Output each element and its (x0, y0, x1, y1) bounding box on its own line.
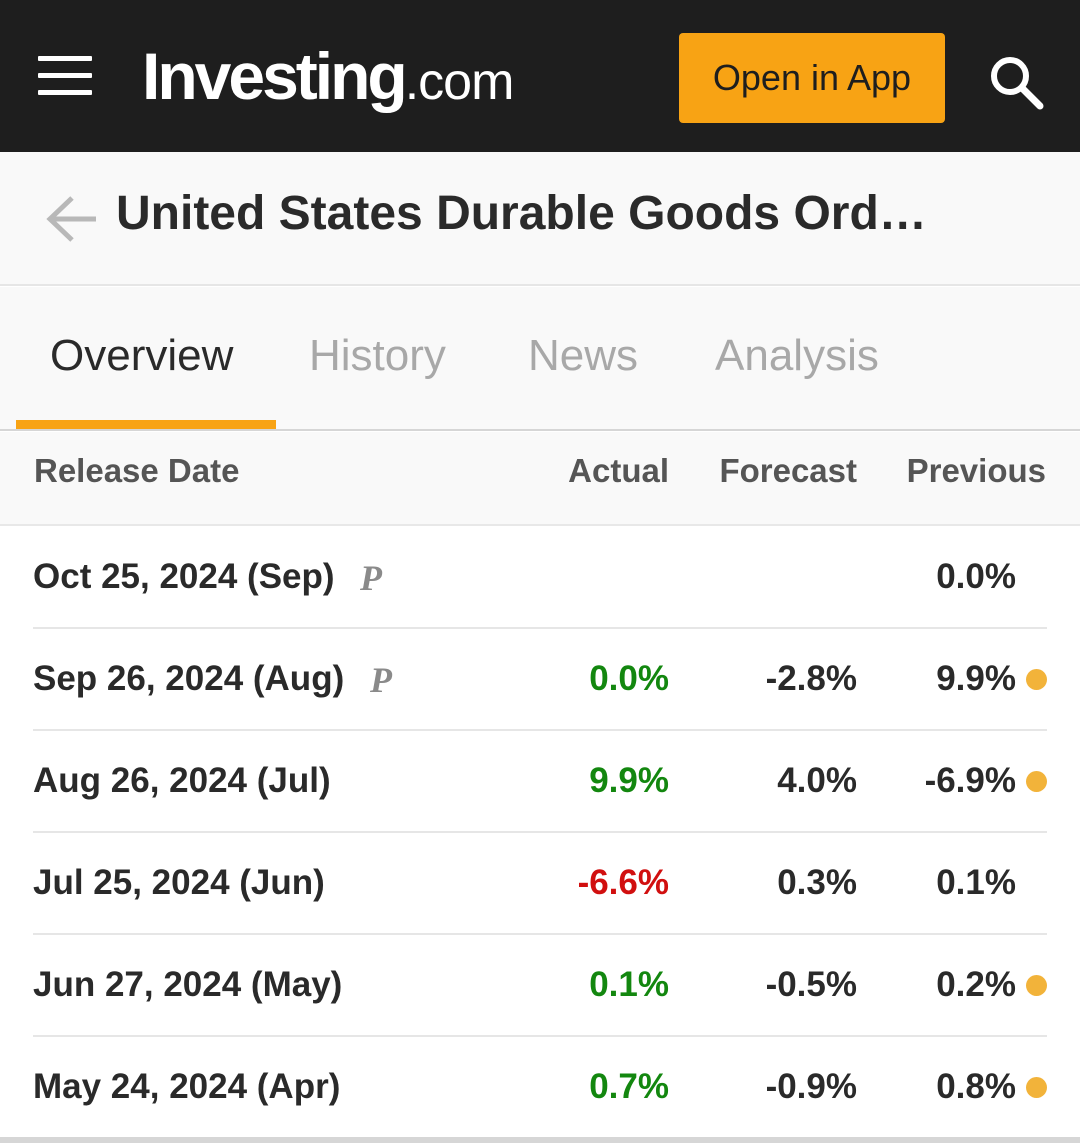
previous-value: 0.0% (936, 557, 1016, 596)
table-header: Release Date Actual Forecast Previous (0, 432, 1080, 526)
tab-news[interactable]: News (528, 331, 639, 380)
release-date: Jun 27, 2024 (May) (33, 965, 343, 1004)
active-tab-indicator (16, 420, 276, 429)
column-header-actual: Actual (568, 452, 669, 489)
table-row[interactable]: Jul 25, 2024 (Jun) -6.6% 0.3% 0.1% (0, 833, 1080, 935)
forecast-value: 0.3% (777, 863, 857, 902)
actual-value: 0.7% (589, 1067, 669, 1106)
tab-overview[interactable]: Overview (50, 331, 234, 380)
actual-value: 0.0% (589, 659, 669, 698)
table-row[interactable]: Aug 26, 2024 (Jul) 9.9% 4.0% -6.9% (0, 731, 1080, 833)
release-date: May 24, 2024 (Apr) (33, 1067, 341, 1106)
hamburger-menu-icon[interactable] (38, 56, 92, 96)
logo-main-text: Investing (142, 39, 408, 113)
row-divider (33, 1035, 1047, 1037)
actual-value: 9.9% (589, 761, 669, 800)
actual-value: 0.1% (589, 965, 669, 1004)
preliminary-icon: P (370, 660, 392, 700)
page-title: United States Durable Goods Ord… (116, 187, 927, 240)
tab-analysis[interactable]: Analysis (715, 331, 879, 380)
previous-value: 0.1% (936, 863, 1016, 902)
revised-dot-icon[interactable] (1026, 975, 1047, 996)
revised-dot-icon[interactable] (1026, 669, 1047, 690)
bottom-divider (0, 1137, 1080, 1143)
column-header-release-date: Release Date (34, 452, 240, 489)
row-divider (33, 933, 1047, 935)
forecast-value: -0.9% (765, 1067, 857, 1106)
open-in-app-button[interactable]: Open in App (679, 33, 945, 123)
row-divider (33, 627, 1047, 629)
row-divider (33, 729, 1047, 731)
release-date: Sep 26, 2024 (Aug) (33, 659, 345, 698)
tab-bar: Overview History News Analysis (0, 287, 1080, 431)
release-date: Jul 25, 2024 (Jun) (33, 863, 325, 902)
previous-value: 0.8% (936, 1067, 1016, 1106)
column-header-previous: Previous (906, 452, 1046, 489)
column-header-forecast: Forecast (719, 452, 857, 489)
revised-dot-icon[interactable] (1026, 1077, 1047, 1098)
page-header: United States Durable Goods Ord… (0, 152, 1080, 286)
previous-value: 9.9% (936, 659, 1016, 698)
table-row[interactable]: May 24, 2024 (Apr) 0.7% -0.9% 0.8% (0, 1037, 1080, 1139)
previous-value: 0.2% (936, 965, 1016, 1004)
revised-dot-icon[interactable] (1026, 771, 1047, 792)
release-date: Oct 25, 2024 (Sep) (33, 557, 335, 596)
tab-history[interactable]: History (309, 331, 446, 380)
table-row[interactable]: Sep 26, 2024 (Aug) P 0.0% -2.8% 9.9% (0, 629, 1080, 731)
row-divider (33, 831, 1047, 833)
table-row[interactable]: Oct 25, 2024 (Sep) P 0.0% (0, 527, 1080, 629)
forecast-value: -2.8% (765, 659, 857, 698)
previous-value: -6.9% (924, 761, 1016, 800)
table-row[interactable]: Jun 27, 2024 (May) 0.1% -0.5% 0.2% (0, 935, 1080, 1037)
actual-value: -6.6% (577, 863, 669, 902)
forecast-value: -0.5% (765, 965, 857, 1004)
back-arrow-icon[interactable] (46, 194, 98, 244)
search-icon[interactable] (986, 52, 1046, 112)
logo-suffix-text: .com (404, 53, 515, 111)
release-date: Aug 26, 2024 (Jul) (33, 761, 331, 800)
forecast-value: 4.0% (777, 761, 857, 800)
top-navigation-bar: Investing.com Open in App (0, 0, 1080, 152)
preliminary-icon: P (360, 558, 382, 598)
investing-logo[interactable]: Investing.com (142, 38, 515, 118)
